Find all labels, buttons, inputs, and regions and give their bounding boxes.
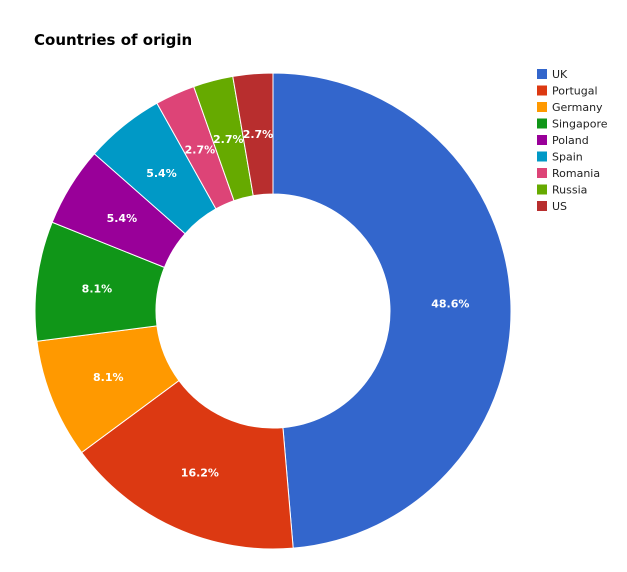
chart-title: Countries of origin <box>34 31 192 49</box>
legend-swatch-uk <box>537 69 547 79</box>
slice-label-singapore: 8.1% <box>82 282 113 295</box>
slice-label-portugal: 16.2% <box>181 467 219 480</box>
legend-swatch-portugal <box>537 85 547 96</box>
legend-swatch-romania <box>537 168 547 178</box>
slice-label-russia: 2.7% <box>213 133 244 146</box>
slice-uk[interactable] <box>272 72 512 549</box>
legend-swatch-spain <box>537 151 547 162</box>
slice-label-spain: 5.4% <box>146 167 177 180</box>
slice-label-romania: 2.7% <box>185 143 216 156</box>
legend-label-uk[interactable]: UK <box>552 68 568 81</box>
legend-swatch-us <box>537 201 547 211</box>
legend-label-portugal[interactable]: Portugal <box>552 85 598 98</box>
legend-label-us[interactable]: US <box>552 200 567 213</box>
slice-label-uk: 48.6% <box>431 297 469 310</box>
legend-swatch-poland <box>537 135 547 145</box>
legend-label-singapore[interactable]: Singapore <box>552 118 608 131</box>
legend-label-romania[interactable]: Romania <box>552 167 600 180</box>
legend-label-poland[interactable]: Poland <box>552 134 589 147</box>
slice-us[interactable] <box>232 72 274 197</box>
slice-portugal[interactable] <box>80 379 294 550</box>
slice-label-us: 2.7% <box>243 128 274 141</box>
legend-label-germany[interactable]: Germany <box>552 101 603 114</box>
slice-label-poland: 5.4% <box>107 212 138 225</box>
legend-swatch-russia <box>537 184 547 195</box>
legend-label-russia[interactable]: Russia <box>552 184 587 197</box>
legend-label-spain[interactable]: Spain <box>552 151 583 164</box>
slices-group <box>34 72 512 550</box>
slice-label-germany: 8.1% <box>93 371 124 384</box>
legend: UK Portugal Germany Singapore Poland Spain Rom… <box>537 68 608 213</box>
legend-swatch-germany <box>537 102 547 112</box>
legend-swatch-singapore <box>537 118 547 129</box>
slice-labels-group: 48.6%16.2%8.1%8.1%5.4%5.4%2.7%2.7% 2.7% <box>82 128 470 480</box>
